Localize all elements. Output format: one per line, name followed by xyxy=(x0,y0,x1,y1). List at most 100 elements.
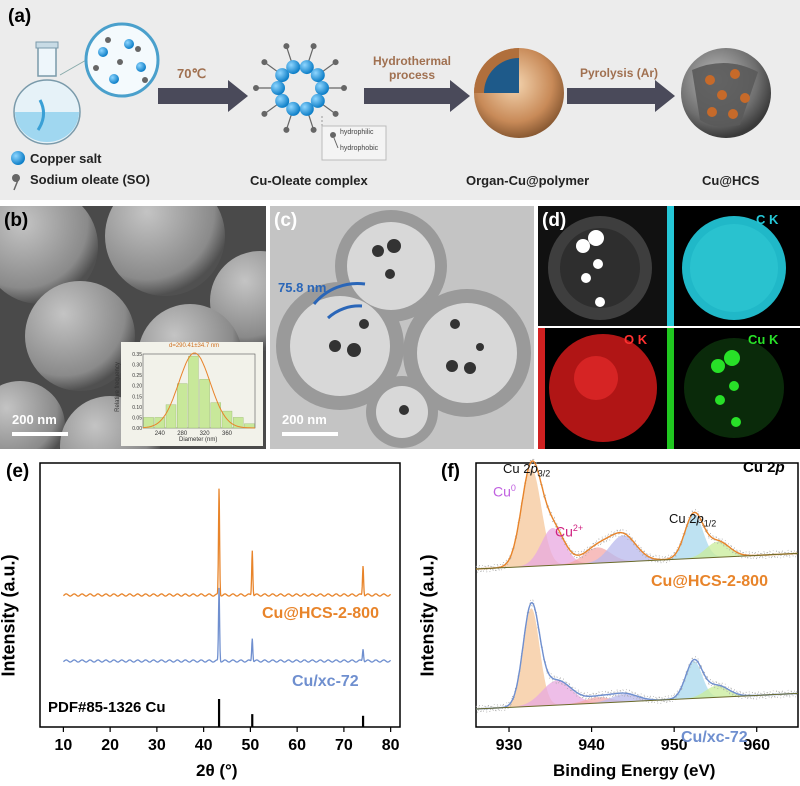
y-tick-label: 0.20 xyxy=(132,384,142,390)
panel-label: (b) xyxy=(4,210,29,231)
shell-arc xyxy=(326,304,363,320)
y-tick-label: 0.10 xyxy=(132,405,142,411)
panel-label: (a) xyxy=(8,6,32,27)
inset-annotation: d=290.41±34.7 nm xyxy=(169,343,220,349)
y-tick-label: 0.00 xyxy=(132,426,142,432)
head xyxy=(283,126,290,133)
fit-component xyxy=(498,608,565,708)
carbon-map-label: C K xyxy=(756,212,779,227)
head xyxy=(332,59,339,66)
head xyxy=(310,43,317,50)
oxygen-map-label: O K xyxy=(624,332,648,347)
xrd-series-line xyxy=(63,587,392,663)
plot-frame xyxy=(475,462,799,728)
x-tick-label: 360 xyxy=(222,431,233,437)
xps-envelope xyxy=(476,601,798,710)
y-tick-label: 0.05 xyxy=(132,415,142,421)
x-tick-label: 940 xyxy=(578,737,605,754)
cu-ion xyxy=(310,93,325,108)
fit-component xyxy=(506,528,599,568)
head xyxy=(310,126,317,133)
head xyxy=(332,110,339,117)
y-tick-label: 0.30 xyxy=(132,363,142,369)
panel-e-xrd: 10 20 30 40 50 60 70 80 (e) Cu@HCS-2-800 Cu/xc-… xyxy=(0,455,405,786)
shell-thickness-label: 75.8 nm xyxy=(278,280,327,295)
x-tick-label: 240 xyxy=(155,431,166,437)
panel-label: (e) xyxy=(6,461,30,482)
baseline xyxy=(475,692,799,710)
panel-b-sem: (b) 200 nm 240 280 320 360 0.00 0.05 0.10 0.15 0… xyxy=(0,206,266,449)
y-axis-label: Intensity (a.u.) xyxy=(417,554,438,677)
scale-bar xyxy=(282,432,338,436)
x-tick-label: 930 xyxy=(496,737,523,754)
flask-icon xyxy=(13,41,81,145)
xrd-series-line xyxy=(63,488,392,597)
histogram-bar xyxy=(143,417,154,429)
x-tick-label: 40 xyxy=(195,737,213,754)
copper-map-label: Cu K xyxy=(748,332,779,347)
y-tick-label: 0.25 xyxy=(132,373,142,379)
chart-title: Cu 2p xyxy=(743,459,785,476)
legend-sodium-oleate: Sodium oleate (SO) xyxy=(30,172,150,187)
x-tick-label: 30 xyxy=(148,737,166,754)
histogram-bar xyxy=(177,383,188,429)
panel-d-eds: (d) C K O K Cu K xyxy=(538,206,800,449)
gaussian-fit xyxy=(142,352,256,429)
xrd-chart: 10 20 30 40 50 60 70 80 xyxy=(39,462,401,754)
histogram-bar xyxy=(199,379,210,429)
raw-data xyxy=(475,457,798,573)
caption-cu-hcs: Cu@HCS xyxy=(702,173,760,188)
peak-label-cu2p32: Cu 2p3/2 xyxy=(503,461,551,479)
series-label-cu-xc72: Cu/xc-72 xyxy=(292,673,359,690)
cu-ion xyxy=(286,60,301,75)
caption-cu-oleate: Cu-Oleate complex xyxy=(250,173,368,188)
inset-frame xyxy=(142,353,256,429)
xps-chart: 930 940 950 960 xyxy=(475,457,799,754)
fit-component xyxy=(545,697,651,706)
peak-label-cu2p12: Cu 2p1/2 xyxy=(669,511,717,529)
pyrolysis-label: Pyrolysis (Ar) xyxy=(580,66,659,80)
inset-xlabel: Diameter (nm) xyxy=(179,437,218,443)
x-tick-label: 280 xyxy=(177,431,188,437)
fit-component xyxy=(491,468,571,569)
cu-ion xyxy=(275,93,290,108)
cu-ion xyxy=(286,101,301,116)
series-label-cu-xc72: Cu/xc-72 xyxy=(681,729,748,746)
eds-maps xyxy=(538,206,800,449)
cu-ion xyxy=(315,81,329,95)
head xyxy=(253,85,259,91)
histogram-bar xyxy=(210,402,222,429)
panel-label: (d) xyxy=(542,210,567,231)
series-label-cu-hcs: Cu@HCS-2-800 xyxy=(651,573,768,590)
cu-oleate-complex-icon xyxy=(253,43,347,133)
x-tick-label: 50 xyxy=(241,737,259,754)
temperature-label: 70℃ xyxy=(177,66,207,81)
y-tick-label: 0.35 xyxy=(132,352,142,358)
histogram-bar xyxy=(232,417,244,429)
histogram-bar xyxy=(154,417,165,429)
cu-ion xyxy=(299,60,314,75)
x-tick-label: 60 xyxy=(288,737,306,754)
arrow-icon xyxy=(158,80,248,112)
x-tick-label: 10 xyxy=(54,737,72,754)
head xyxy=(283,43,290,50)
panel-a: (a) 70℃ Hydrothermal process Pyrolysis (… xyxy=(0,0,800,200)
panel-label: (c) xyxy=(274,210,298,231)
x-tick-label: 960 xyxy=(743,737,770,754)
x-tick-label: 20 xyxy=(101,737,119,754)
head xyxy=(341,85,347,91)
panel-f-xps: 930 940 950 960 (f) Cu 2p Cu 2p3/2 Cu 2p1/2… xyxy=(405,455,800,786)
legend-copper-salt: Copper salt xyxy=(30,151,102,166)
histogram-bar xyxy=(165,404,177,429)
amphiphile-legend-icon xyxy=(321,116,387,161)
histogram-bar xyxy=(188,355,199,429)
x-tick-label: 320 xyxy=(200,431,211,437)
scale-label: 200 nm xyxy=(12,412,57,427)
arrow-icon xyxy=(567,80,675,112)
hydrophilic-label: hydrophilic xyxy=(340,129,374,136)
series-label-cu-hcs: Cu@HCS-2-800 xyxy=(262,605,379,622)
cu-hcs-icon xyxy=(681,48,771,138)
panel-c-tem: (c) 75.8 nm 200 nm xyxy=(270,206,534,449)
shell-arc xyxy=(312,282,366,305)
hydrothermal-label: Hydrothermal process xyxy=(372,54,452,82)
